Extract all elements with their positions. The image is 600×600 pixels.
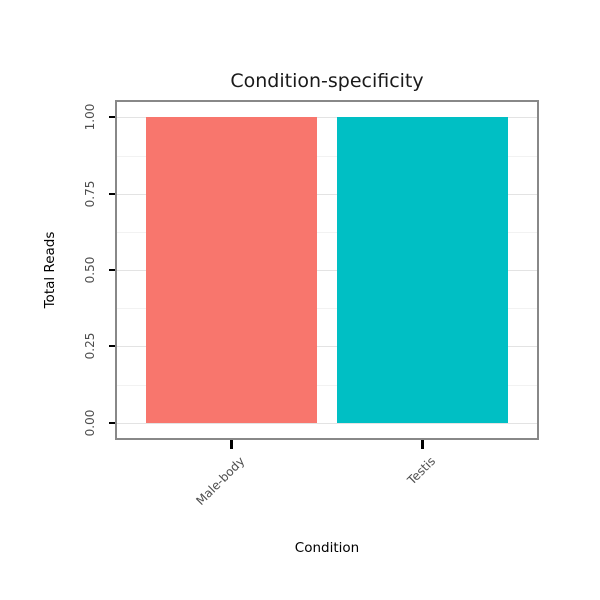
chart-title: Condition-specificity — [230, 70, 424, 92]
y-axis-tick — [109, 269, 115, 271]
major-gridline — [117, 193, 537, 195]
y-tick-label: 0.25 — [83, 333, 97, 360]
major-gridline — [117, 117, 537, 119]
bar-male-body — [145, 117, 318, 423]
minor-gridline — [117, 384, 537, 386]
x-tick-label: Testis — [405, 454, 439, 488]
y-axis-tick — [109, 192, 115, 195]
x-axis-tick — [421, 440, 424, 449]
plot-panel — [115, 100, 539, 440]
minor-gridline — [117, 231, 537, 233]
major-gridline — [117, 270, 537, 271]
y-axis-tick — [109, 345, 115, 348]
x-tick-label: Male-body — [193, 454, 248, 509]
x-axis-title: Condition — [294, 540, 360, 556]
y-tick-label: 0.75 — [83, 180, 97, 207]
minor-gridline — [117, 308, 537, 310]
minor-gridline — [117, 155, 537, 157]
y-axis-tick — [109, 116, 115, 119]
y-tick-label: 0.00 — [83, 409, 97, 437]
y-tick-label: 0.50 — [83, 256, 97, 284]
major-gridline — [117, 422, 537, 424]
x-axis-tick — [230, 440, 233, 449]
y-tick-label: 1.00 — [83, 103, 97, 131]
bar-testis — [336, 117, 509, 423]
y-axis-title: Total Reads — [42, 231, 58, 309]
y-axis-tick — [109, 421, 115, 424]
major-gridline — [117, 346, 537, 348]
